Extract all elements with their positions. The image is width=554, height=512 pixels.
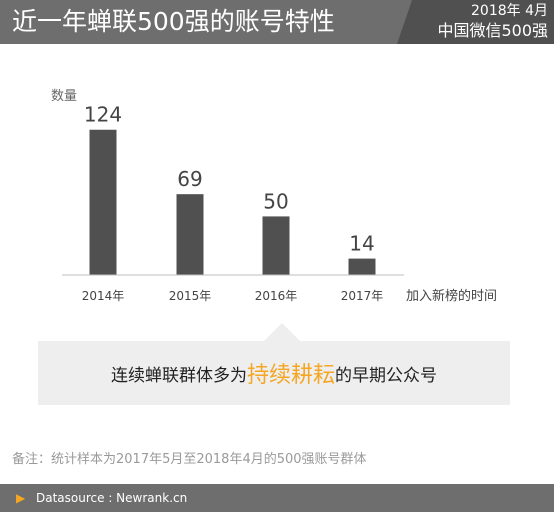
right-triangle-icon: ▶ (16, 491, 26, 505)
bar-chart: 数量 124 2014年 69 2015年 50 2016年 14 2017年 加入新榜的时间 (51, 89, 497, 304)
callout-highlight: 持续耕耘 (246, 363, 335, 388)
header-source: 中国微信500强 (437, 21, 548, 40)
header-info-panel: 2018年 4月 中国微信500强 (397, 0, 554, 44)
x-tick-label: 2015年 (169, 289, 212, 303)
bar-2016年 (262, 216, 290, 275)
x-tick-label: 2016年 (255, 289, 298, 303)
header-title-panel: 近一年蝉联500强的账号特性 (0, 0, 412, 44)
data-label: 124 (84, 103, 122, 127)
footnote: 备注：统计样本为2017年5月至2018年4月的500强账号群体 (12, 452, 367, 467)
x-tick-label: 2017年 (341, 289, 384, 303)
header-banner: 近一年蝉联500强的账号特性 2018年 4月 中国微信500强 (0, 0, 554, 44)
bar-2017年 (348, 258, 376, 275)
callout-pointer (264, 323, 300, 341)
bar-2015年 (176, 194, 204, 275)
callout-prefix: 连续蝉联群体多为 (110, 365, 247, 386)
callout-text: 连续蝉联群体多为 持续耕耘 的早期公众号 (38, 341, 510, 405)
footer-bar: ▶ Datasource : Newrank.cn (0, 484, 554, 512)
bars-group: 124 2014年 69 2015年 50 2016年 14 2017年 (82, 103, 384, 303)
x-tick-label: 2014年 (82, 289, 125, 303)
page-title: 近一年蝉联500强的账号特性 (12, 7, 335, 36)
data-label: 50 (263, 189, 288, 213)
header-date: 2018年 4月 (471, 3, 548, 19)
x-axis-label: 加入新榜的时间 (406, 288, 497, 304)
y-axis-label: 数量 (51, 89, 77, 104)
data-label: 14 (349, 232, 374, 256)
bar-2014年 (89, 129, 117, 275)
datasource-text: Datasource : Newrank.cn (36, 491, 188, 505)
callout-box: 连续蝉联群体多为 持续耕耘 的早期公众号 (38, 341, 510, 405)
callout-suffix: 的早期公众号 (335, 365, 437, 386)
data-label: 69 (177, 167, 202, 191)
